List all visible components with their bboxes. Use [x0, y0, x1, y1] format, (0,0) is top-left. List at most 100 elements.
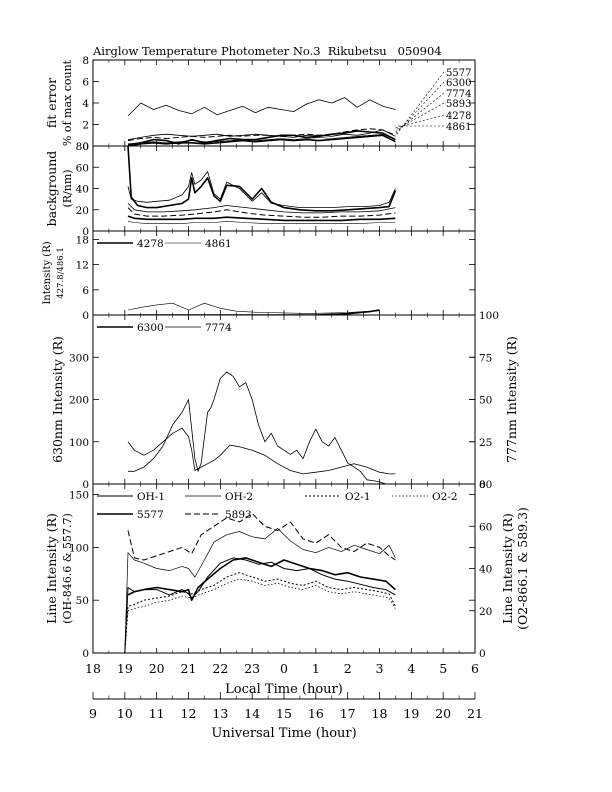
background-series-4278	[127, 215, 396, 222]
red-lines-yrtick-label: 75	[479, 352, 492, 364]
background-ytick-label: 0	[82, 226, 89, 238]
ut-tick-label: 19	[403, 706, 419, 721]
fit-legend-label: 7774	[446, 89, 471, 100]
fit-error-ytick-label: 6	[82, 77, 89, 89]
fit-error-series-6300	[127, 97, 396, 117]
fit-legend-label: 6300	[446, 78, 471, 89]
fit-legend-label: 4861	[446, 122, 471, 133]
background-ylabel: (R/nm)	[61, 169, 74, 207]
red-lines-ytick-label: 100	[69, 437, 89, 449]
background-series-6300	[127, 171, 396, 209]
blue-lines-series-4861	[127, 302, 380, 314]
local-time-tick-label: 3	[376, 661, 384, 676]
line-intensity-series-5893	[127, 513, 396, 561]
line-intensity-ytick-label: 0	[82, 648, 89, 660]
blue-lines-ylabel: Intensity (R)	[42, 241, 53, 304]
line-intensity-series-O2-1	[124, 572, 396, 653]
ut-tick-label: 15	[276, 706, 292, 721]
local-time-tick-label: 0	[280, 661, 288, 676]
local-time-tick-label: 23	[244, 661, 260, 676]
line-intensity-yrtick-label: 40	[479, 564, 492, 576]
line-intensity-series-5577	[127, 557, 396, 602]
local-time-tick-label: 5	[439, 661, 447, 676]
fit-error-ylabel: fit error	[44, 78, 59, 128]
background-ytick-label: 40	[76, 184, 89, 196]
ut-tick-label: 20	[435, 706, 451, 721]
line-intensity-ylabel: Line Intensity (R)	[44, 513, 59, 624]
blue-lines-ytick-label: 6	[82, 285, 89, 297]
ut-axis-label: Universal Time (hour)	[211, 726, 356, 741]
fit-legend-label: 5577	[446, 68, 471, 79]
blue-lines-ytick-label: 18	[76, 234, 89, 246]
fit-error-frame	[92, 59, 476, 147]
line-intensity-yrtick-label: 80	[479, 479, 492, 491]
background-ytick-label: 20	[76, 205, 89, 217]
line-intensity-ylabel-right: Line Intensity (R)	[500, 513, 515, 624]
red-lines-ylabel: 630nm Intensity (R)	[50, 336, 65, 463]
fit-error-ytick-label: 4	[82, 98, 89, 110]
red-lines-ytick-label: 300	[69, 352, 89, 364]
ut-tick-label: 16	[308, 706, 324, 721]
ut-tick-label: 21	[467, 706, 483, 721]
ut-tick-label: 11	[149, 706, 165, 721]
figure-title: Airglow Temperature Photometer No.3 Riku…	[92, 44, 442, 58]
line-intensity-yrtick-label: 20	[479, 606, 492, 618]
blue-lines-series-group	[127, 302, 380, 315]
background-series-7774	[127, 203, 396, 214]
red-lines-ytick-label: 0	[82, 479, 89, 491]
red-lines-yrtick-label: 25	[479, 437, 492, 449]
fit-error-series-4861	[127, 133, 396, 145]
ut-tick-label: 12	[181, 706, 197, 721]
background-ytick-label: 80	[76, 141, 89, 153]
local-time-tick-label: 4	[407, 661, 415, 676]
red-lines-series-7774	[127, 427, 396, 475]
ut-tick-label: 18	[372, 706, 388, 721]
local-time-tick-label: 2	[344, 661, 352, 676]
legend-line-4-label: O2-2	[432, 491, 458, 503]
fit-error-ytick-label: 0	[82, 141, 89, 153]
red-lines-series-group	[127, 371, 396, 484]
panel-red-lines: 0 100 200 300 0 25 50 75 100 630nm Intensity (R) 7…	[50, 310, 519, 491]
fit-legend-label: 4278	[446, 111, 471, 122]
legend-line-3-label: O2-1	[345, 491, 371, 503]
fit-error-series-7774	[127, 129, 396, 140]
red-lines-frame	[92, 314, 476, 485]
line-intensity-yrtick-label: 60	[479, 521, 492, 533]
line-intensity-series-OH-2	[124, 528, 396, 653]
red-lines-yrtick-label: 0	[479, 479, 486, 491]
blue-lines-ytick-label: 12	[76, 260, 89, 272]
local-time-axis-label: Local Time (hour)	[225, 682, 343, 697]
ut-tick-label: 14	[244, 706, 260, 721]
red-lines-series-6300	[128, 371, 396, 484]
fit-error-series-4278	[127, 134, 396, 146]
background-frame	[92, 145, 476, 232]
line-intensity-series-O2-2	[124, 578, 396, 653]
line-intensity-ytick-label: 100	[69, 542, 89, 554]
red-lines-yrtick-label: 100	[479, 310, 499, 322]
local-time-tick-label: 20	[149, 661, 165, 676]
fit-error-ylabel: % of max count	[61, 59, 74, 146]
red-lines-ytick-label: 200	[69, 395, 89, 407]
fit-error-ytick-label: 8	[82, 55, 89, 67]
local-time-tick-label: 1	[312, 661, 320, 676]
fit-error-ytick-label: 2	[82, 120, 89, 132]
background-series-4861	[127, 221, 396, 224]
panel-background: 0 20 40 60 80 background (R/nm)	[44, 141, 476, 238]
line-intensity-ytick-label: 50	[76, 595, 89, 607]
line-intensity-ylabel-right: (O2-866.1 & 589.3)	[515, 507, 530, 630]
legend-line-5-label: 5577	[137, 509, 164, 521]
blue-lines-ytick-label: 0	[82, 310, 89, 322]
legend-line-6-label: 5893	[225, 509, 252, 521]
legend-line-2-label: OH-2	[225, 491, 253, 503]
local-time-tick-label: 18	[85, 661, 101, 676]
panel-fit-error: 0 2 4 6 8 fit error% of max count	[44, 55, 476, 153]
fit-legend-leader	[395, 71, 445, 137]
legend-line-1-label: OH-1	[137, 491, 165, 503]
local-time-tick-label: 21	[181, 661, 197, 676]
local-time-tick-label: 19	[117, 661, 133, 676]
background-series-group	[127, 146, 397, 224]
